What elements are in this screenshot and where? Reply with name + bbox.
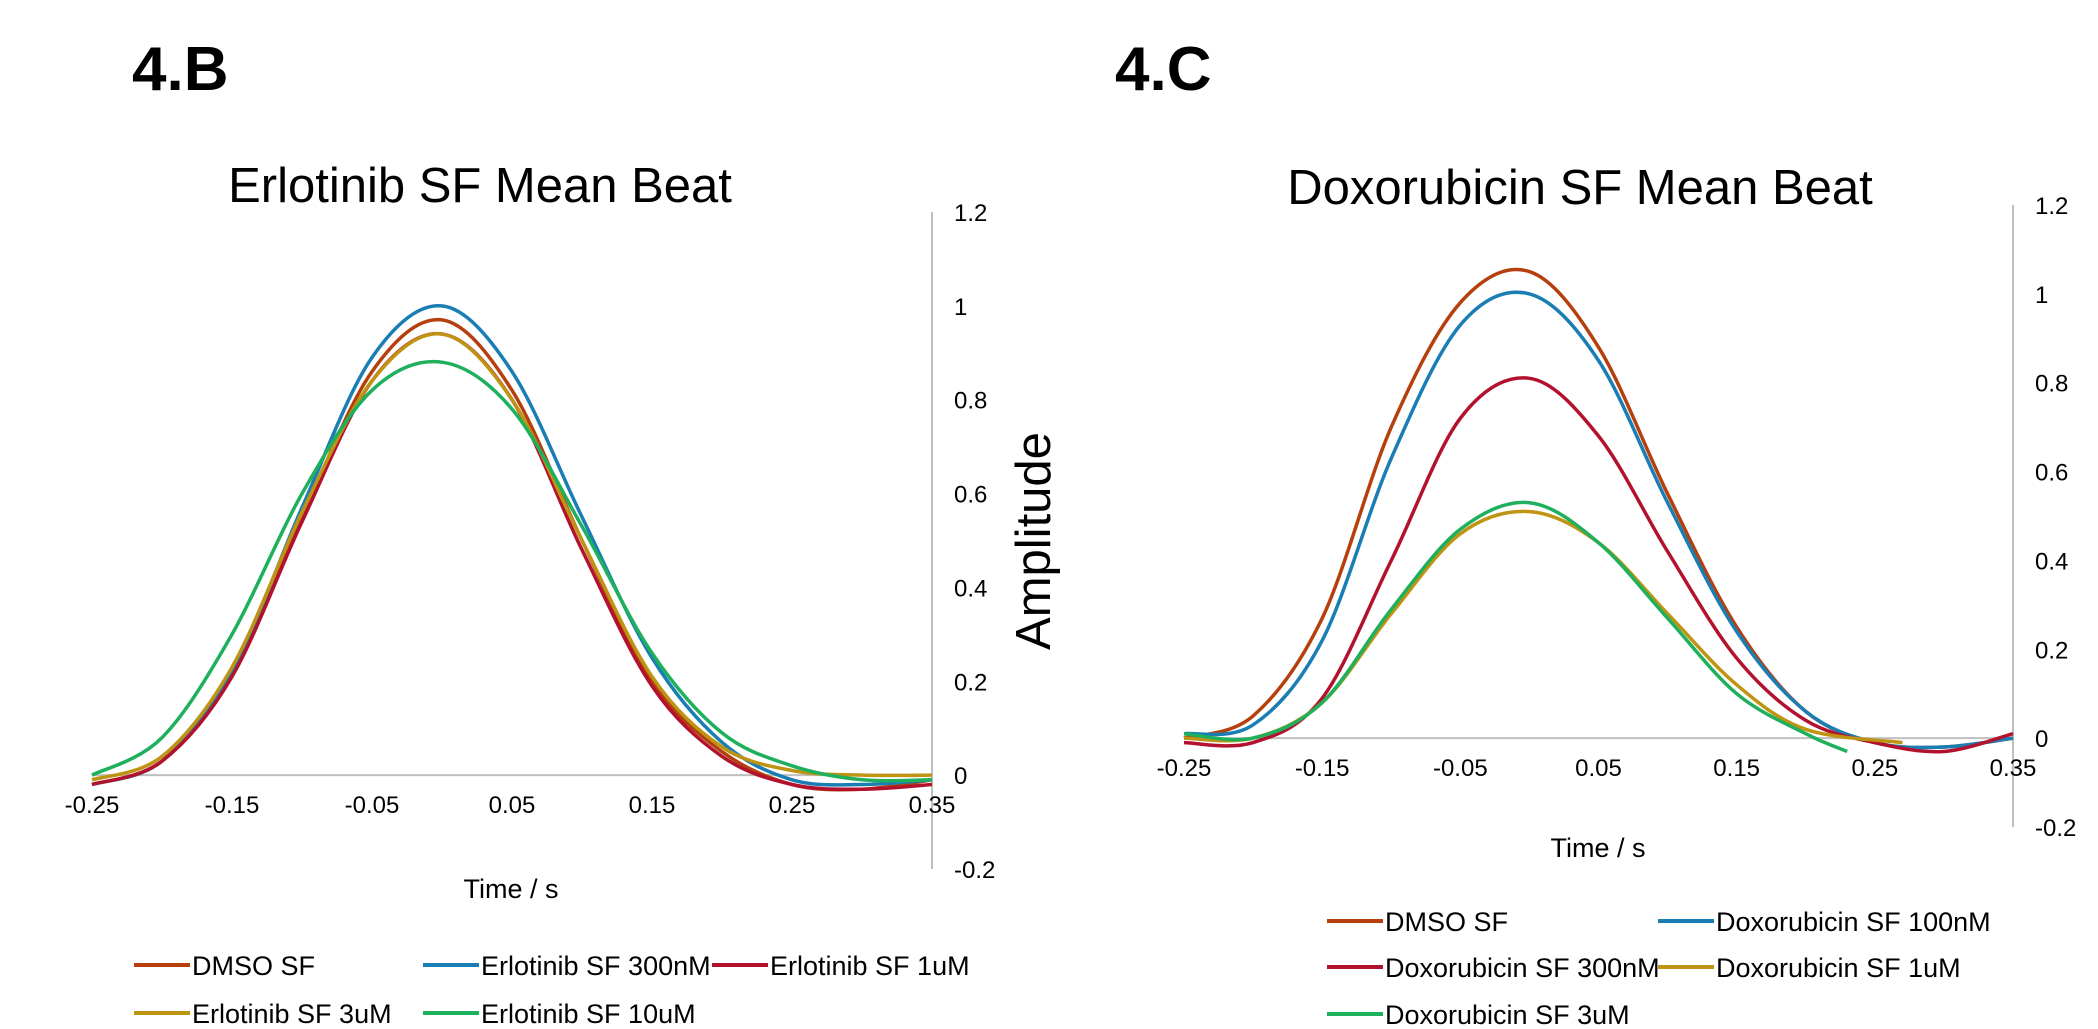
chart2-y-tick-label: 0.4 bbox=[2035, 548, 2068, 575]
panel-label-c: 4.C bbox=[1115, 35, 1212, 104]
chart1-y-tick-label: 0.4 bbox=[954, 575, 987, 602]
chart1-series-line-5 bbox=[91, 359, 933, 783]
chart2-legend-label-4: Doxorubicin SF 1uM bbox=[1716, 953, 1961, 983]
chart1-legend-label-4: Erlotinib SF 3uM bbox=[192, 999, 392, 1029]
chart1-y-tick-label: 0.6 bbox=[954, 482, 987, 509]
chart2-y-tick-label: 1 bbox=[2035, 282, 2048, 309]
chart1-x-tick-label: 0.35 bbox=[909, 792, 956, 819]
chart2-y-tick-label: 0.2 bbox=[2035, 637, 2068, 664]
chart2-x-tick-label: 0.05 bbox=[1575, 755, 1622, 782]
chart2-legend-label-2: Doxorubicin SF 100nM bbox=[1716, 907, 1991, 937]
chart1-y-axis-title: Amplitude bbox=[1007, 432, 1061, 650]
chart2-x-tick-label: -0.15 bbox=[1295, 755, 1350, 782]
chart2-x-axis-title: Time / s bbox=[1550, 833, 1645, 863]
chart2-y-tick-label: 0.6 bbox=[2035, 460, 2068, 487]
chart2-x-tick-label: 0.15 bbox=[1713, 755, 1760, 782]
chart2-x-tick-label: -0.05 bbox=[1433, 755, 1488, 782]
chart2-series-line-1 bbox=[1183, 267, 2014, 750]
chart1-x-tick-label: 0.25 bbox=[769, 792, 816, 819]
chart1-x-tick-label: 0.05 bbox=[489, 792, 536, 819]
chart1-title: Erlotinib SF Mean Beat bbox=[228, 159, 732, 213]
chart2-y-tick-label: 1.2 bbox=[2035, 193, 2068, 220]
chart1-y-tick-label: 0.2 bbox=[954, 669, 987, 696]
chart1-series-line-1 bbox=[91, 317, 933, 792]
chart2-legend-label-1: DMSO SF bbox=[1385, 907, 1508, 937]
chart1-y-tick-label: 1 bbox=[954, 294, 967, 321]
chart2-series-line-2 bbox=[1183, 290, 2014, 750]
chart2-series-line-4 bbox=[1183, 509, 1903, 745]
chart2-y-tick-label: -0.2 bbox=[2035, 815, 2076, 842]
chart1-series-line-4 bbox=[91, 332, 933, 782]
chart1-y-tick-label: 0.8 bbox=[954, 388, 987, 415]
chart1-x-tick-label: -0.05 bbox=[345, 792, 400, 819]
chart1-x-tick-label: 0.15 bbox=[629, 792, 676, 819]
chart2-series-line-5 bbox=[1183, 500, 1848, 754]
chart2-series-line-3 bbox=[1183, 376, 2014, 754]
panel-label-b: 4.B bbox=[132, 35, 229, 104]
chart1-x-tick-label: -0.15 bbox=[205, 792, 260, 819]
chart2-y-tick-label: 0.8 bbox=[2035, 371, 2068, 398]
chart1-y-tick-label: 0 bbox=[954, 763, 967, 790]
chart1-x-tick-label: -0.25 bbox=[65, 792, 120, 819]
chart1-y-tick-label: -0.2 bbox=[954, 857, 995, 884]
chart2-legend-label-3: Doxorubicin SF 300nM bbox=[1385, 953, 1660, 983]
chart2-title: Doxorubicin SF Mean Beat bbox=[1287, 161, 1873, 215]
chart2-x-tick-label: -0.25 bbox=[1157, 755, 1212, 782]
chart1-series-line-2 bbox=[91, 304, 933, 787]
chart1-legend-label-5: Erlotinib SF 10uM bbox=[481, 999, 696, 1029]
chart2-y-tick-label: 0 bbox=[2035, 726, 2048, 753]
chart1-legend-label-2: Erlotinib SF 300nM bbox=[481, 951, 711, 981]
chart1-x-axis-title: Time / s bbox=[463, 874, 558, 904]
chart1-y-tick-label: 1.2 bbox=[954, 200, 987, 227]
chart1-legend-label-3: Erlotinib SF 1uM bbox=[770, 951, 970, 981]
chart2-x-tick-label: 0.35 bbox=[1990, 755, 2037, 782]
chart2-legend-label-5: Doxorubicin SF 3uM bbox=[1385, 1000, 1630, 1029]
chart1-legend-label-1: DMSO SF bbox=[192, 951, 315, 981]
chart2-x-tick-label: 0.25 bbox=[1851, 755, 1898, 782]
